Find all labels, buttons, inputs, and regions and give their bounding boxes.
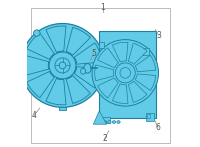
Bar bbox=[143, 48, 149, 55]
Bar bbox=[147, 114, 150, 118]
Wedge shape bbox=[98, 78, 118, 98]
Text: 6: 6 bbox=[156, 123, 161, 132]
Wedge shape bbox=[128, 81, 147, 102]
Bar bbox=[146, 113, 154, 121]
Wedge shape bbox=[74, 43, 102, 64]
Wedge shape bbox=[66, 76, 90, 103]
Circle shape bbox=[49, 52, 76, 79]
Wedge shape bbox=[23, 55, 49, 76]
Bar bbox=[99, 42, 104, 48]
Text: 2: 2 bbox=[102, 134, 107, 143]
Wedge shape bbox=[135, 55, 156, 72]
Circle shape bbox=[55, 58, 70, 73]
Ellipse shape bbox=[112, 121, 116, 123]
Wedge shape bbox=[112, 84, 128, 103]
Ellipse shape bbox=[84, 64, 91, 73]
Wedge shape bbox=[46, 78, 66, 105]
Circle shape bbox=[92, 40, 159, 106]
Wedge shape bbox=[74, 67, 102, 88]
Text: 4: 4 bbox=[32, 111, 37, 120]
Ellipse shape bbox=[81, 68, 86, 74]
Wedge shape bbox=[128, 43, 147, 64]
Wedge shape bbox=[27, 71, 54, 98]
Wedge shape bbox=[66, 27, 90, 55]
Ellipse shape bbox=[117, 121, 120, 123]
Wedge shape bbox=[112, 42, 128, 62]
Wedge shape bbox=[98, 48, 118, 68]
Text: 1: 1 bbox=[101, 3, 105, 12]
Ellipse shape bbox=[108, 121, 111, 123]
Circle shape bbox=[115, 63, 135, 83]
Wedge shape bbox=[135, 74, 156, 90]
Circle shape bbox=[120, 67, 131, 78]
Bar bbox=[99, 31, 156, 118]
Wedge shape bbox=[95, 65, 114, 81]
Wedge shape bbox=[46, 26, 66, 52]
Circle shape bbox=[21, 24, 104, 107]
Wedge shape bbox=[27, 33, 54, 59]
Ellipse shape bbox=[103, 121, 107, 123]
Bar bbox=[59, 107, 66, 110]
Bar bbox=[102, 117, 110, 123]
Circle shape bbox=[34, 30, 40, 36]
Circle shape bbox=[59, 62, 66, 69]
Polygon shape bbox=[93, 111, 107, 124]
Text: 5: 5 bbox=[91, 49, 96, 58]
Text: 3: 3 bbox=[156, 31, 161, 40]
